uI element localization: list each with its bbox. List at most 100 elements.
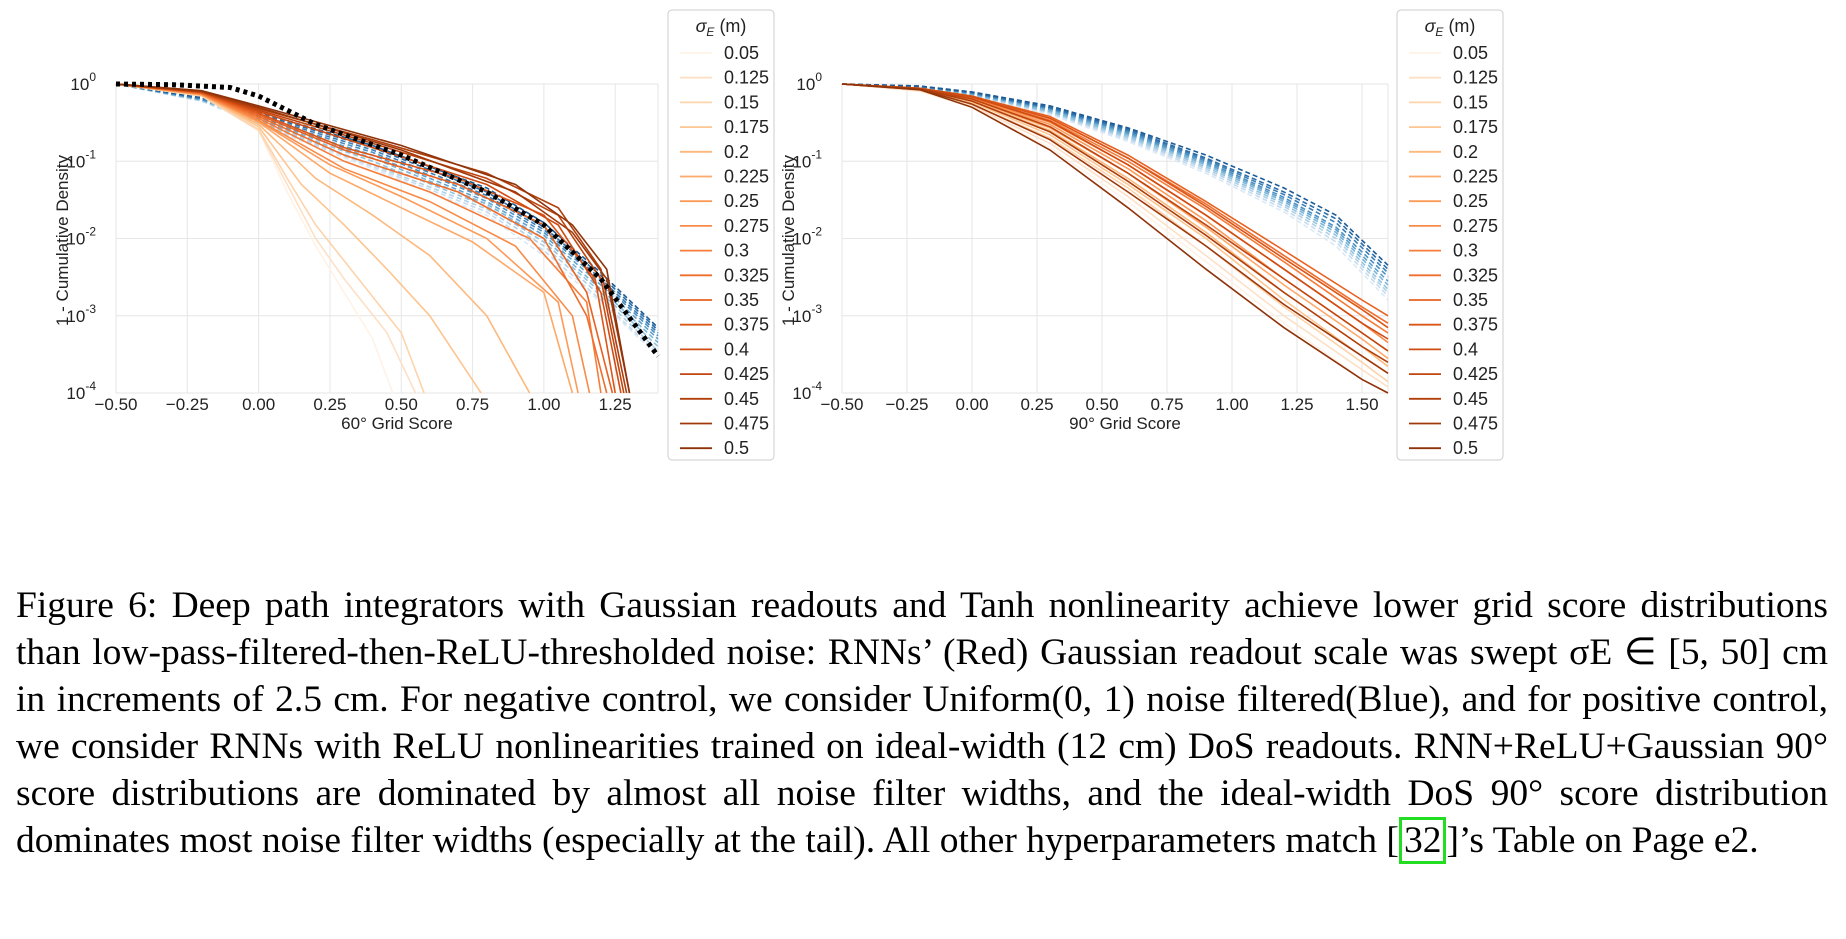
x-tick-label: 0.25 xyxy=(313,395,346,414)
right-grid xyxy=(841,83,1389,394)
legend-entry: 0.125 xyxy=(1453,68,1498,88)
legend-entry: 0.45 xyxy=(724,389,759,409)
legend-entry: 0.475 xyxy=(724,414,769,434)
x-tick-label: −0.25 xyxy=(166,395,209,414)
legend-entry: 0.225 xyxy=(1453,167,1498,187)
legend-box xyxy=(667,9,775,461)
noise-control-line xyxy=(115,83,659,344)
legend-entry: 0.15 xyxy=(724,92,759,112)
legend-entry: 0.325 xyxy=(1453,265,1498,285)
legend-entry: 0.05 xyxy=(1453,43,1488,63)
rnn-gaussian-line xyxy=(841,83,1389,383)
x-tick-label: 1.50 xyxy=(1345,395,1378,414)
noise-control-line xyxy=(841,83,1389,290)
noise-control-line xyxy=(841,83,1389,286)
right-y-axis-label: 1 - Cumulative Density xyxy=(779,155,798,327)
caption-label: Figure 6: xyxy=(16,585,158,626)
x-tick-label: −0.50 xyxy=(820,395,863,414)
legend-entry: 0.275 xyxy=(1453,216,1498,236)
legend-entry: 0.25 xyxy=(1453,191,1488,211)
noise-control-line xyxy=(841,83,1389,301)
legend-entry: 0.125 xyxy=(724,68,769,88)
legend-entry: 0.4 xyxy=(1453,339,1478,359)
right-series-group xyxy=(841,83,1389,394)
x-tick-label: 0.75 xyxy=(456,395,489,414)
x-tick-label: 1.25 xyxy=(1280,395,1313,414)
x-tick-label: −0.50 xyxy=(94,395,137,414)
noise-control-line xyxy=(115,83,659,352)
left-y-axis-label: 1 - Cumulative Density xyxy=(53,155,72,327)
legend-entry: 0.425 xyxy=(724,364,769,384)
noise-control-line xyxy=(115,83,659,331)
noise-control-line xyxy=(841,83,1389,278)
noise-control-line xyxy=(841,83,1389,297)
left-x-ticks: −0.50 −0.25 0.00 0.25 0.50 0.75 1.00 1.25 xyxy=(94,395,631,414)
right-legend: σE (m) 0.05 0.125 0.15 0.175 0.2 0.225 0.25 0.27… xyxy=(1396,9,1504,461)
rnn-gaussian-line xyxy=(841,83,1389,394)
caption-tail: ]’s Table on Page e2. xyxy=(1446,820,1759,861)
rnn-gaussian-line xyxy=(841,83,1389,374)
legend-entry: 0.5 xyxy=(724,438,749,458)
legend-entry: 0.2 xyxy=(1453,142,1478,162)
noise-control-line xyxy=(841,83,1389,294)
left-series-group xyxy=(115,81,661,394)
x-tick-label: 1.00 xyxy=(527,395,560,414)
legend-entry: 0.25 xyxy=(724,191,759,211)
x-tick-label: 0.50 xyxy=(1085,395,1118,414)
right-x-ticks: −0.50 −0.25 0.00 0.25 0.50 0.75 1.00 1.25 1.50 xyxy=(820,395,1378,414)
noise-control-line xyxy=(115,83,659,334)
rnn-gaussian-line xyxy=(115,83,425,394)
left-x-axis-label: 60° Grid Score xyxy=(341,414,453,433)
noise-control-line xyxy=(841,83,1389,282)
legend-title: σE (m) xyxy=(696,16,747,39)
rnn-gaussian-line xyxy=(841,83,1389,352)
caption-body: Deep path integrators with Gaussian read… xyxy=(16,585,1828,861)
left-chart-60-degree: −0.50 −0.25 0.00 0.25 0.50 0.75 1.00 1.25 100 10… xyxy=(53,9,775,461)
legend-entry: 0.2 xyxy=(724,142,749,162)
legend-entry: 0.4 xyxy=(724,339,749,359)
rnn-gaussian-line xyxy=(841,83,1389,344)
noise-control-line xyxy=(115,83,659,348)
noise-control-line xyxy=(841,83,1389,270)
legend-entry: 0.175 xyxy=(724,117,769,137)
legend-entry: 0.35 xyxy=(1453,290,1488,310)
relu-dos-line xyxy=(115,81,661,358)
noise-control-line xyxy=(841,83,1389,266)
legend-entry: 0.375 xyxy=(724,315,769,335)
legend-entry: 0.35 xyxy=(724,290,759,310)
right-x-axis-label: 90° Grid Score xyxy=(1069,414,1181,433)
legend-entry: 0.3 xyxy=(1453,241,1478,261)
y-tick-label: 100 xyxy=(796,70,822,94)
legend-entry: 0.225 xyxy=(724,167,769,187)
noise-control-line xyxy=(115,83,659,340)
rnn-gaussian-line xyxy=(841,83,1389,363)
legend-entry: 0.275 xyxy=(724,216,769,236)
x-tick-label: 1.00 xyxy=(1215,395,1248,414)
x-tick-label: 0.00 xyxy=(242,395,275,414)
x-tick-label: 1.25 xyxy=(599,395,632,414)
rnn-gaussian-line xyxy=(841,83,1389,340)
x-tick-label: 0.00 xyxy=(955,395,988,414)
legend-entry: 0.425 xyxy=(1453,364,1498,384)
x-tick-label: 0.25 xyxy=(1020,395,1053,414)
legend-entry: 0.325 xyxy=(724,265,769,285)
y-tick-label: 10-4 xyxy=(792,379,822,403)
y-tick-label: 10-4 xyxy=(66,379,96,403)
rnn-gaussian-line xyxy=(115,83,631,394)
left-legend: σE (m) 0.05 0.125 0.15 0.175 0.2 0.225 0.25 0.27… xyxy=(667,9,775,461)
citation-link[interactable]: 32 xyxy=(1398,817,1447,864)
legend-entry: 0.15 xyxy=(1453,92,1488,112)
rnn-gaussian-line xyxy=(841,83,1389,368)
rnn-gaussian-line xyxy=(841,83,1389,334)
rnn-gaussian-line xyxy=(841,83,1389,374)
rnn-gaussian-line xyxy=(841,83,1389,360)
legend-entry: 0.05 xyxy=(724,43,759,63)
rnn-gaussian-line xyxy=(841,83,1389,394)
legend-entry: 0.45 xyxy=(1453,389,1488,409)
legend-entry: 0.375 xyxy=(1453,315,1498,335)
legend-box xyxy=(1396,9,1504,461)
noise-control-line xyxy=(115,83,659,355)
y-tick-label: 100 xyxy=(70,70,96,94)
legend-entry: 0.5 xyxy=(1453,438,1478,458)
x-tick-label: 0.50 xyxy=(385,395,418,414)
